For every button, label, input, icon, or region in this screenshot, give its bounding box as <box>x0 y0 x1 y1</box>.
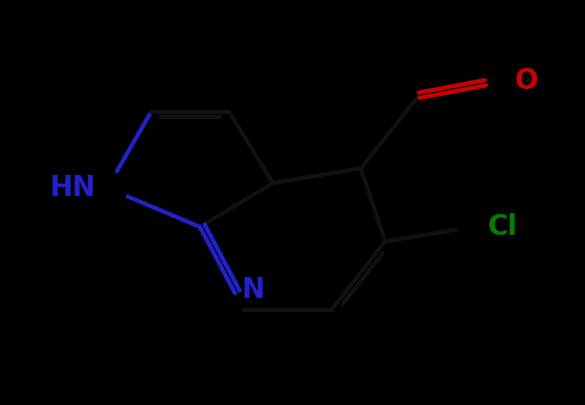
Text: O: O <box>515 67 538 95</box>
Text: N: N <box>242 276 265 304</box>
Text: HN: HN <box>49 174 95 202</box>
Text: Cl: Cl <box>487 213 518 241</box>
